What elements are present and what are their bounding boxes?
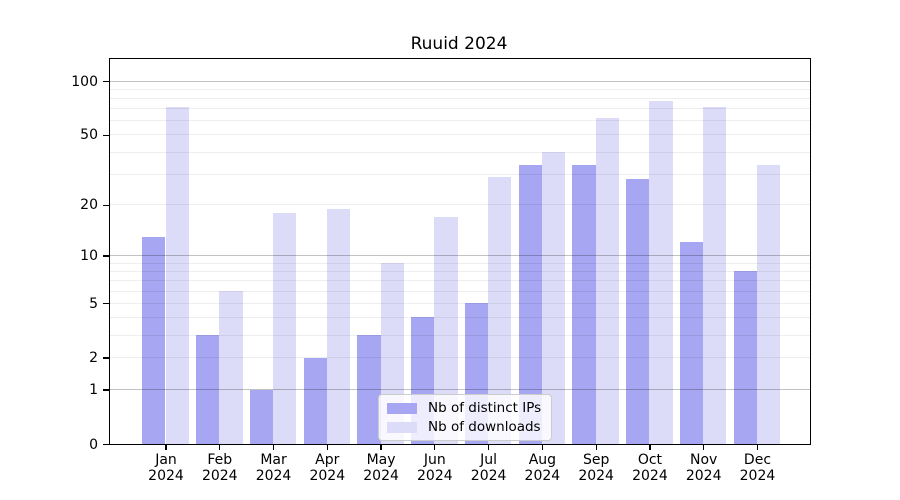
bar-may-distinct-ips [357,335,381,444]
bar-jan-downloads [165,106,189,444]
y-axis-tick-label-20: 20 [80,197,98,214]
x-axis-tick-mark-jul [487,445,490,450]
legend-swatch-distinct-ips-icon [387,402,417,414]
x-axis-tick-mark-sep [595,445,597,450]
bar-feb-distinct-ips [195,335,220,444]
x-axis-tick-mark-jun [434,445,436,450]
bar-sep-downloads [595,118,619,444]
legend-label-distinct-ips: Nb of distinct IPs [428,400,542,416]
bar-mar-distinct-ips [249,389,274,444]
x-axis-tick-mark-dec [756,445,759,450]
x-axis-tick-mark-oct [649,445,651,450]
gridline-80 [110,98,810,100]
bar-sep-distinct-ips [572,164,596,444]
bar-mar-downloads [273,212,297,444]
y-axis-tick-mark-50 [103,134,109,137]
bar-jun-downloads [434,216,458,444]
x-axis-tick-label-dec: Dec 2024 [739,451,776,485]
bar-oct-downloads [649,100,673,444]
x-axis-tick-label-nov: Nov 2024 [685,451,722,485]
x-axis-tick-mark-jan [165,445,167,450]
y-axis-tick-label-50: 50 [80,127,98,144]
bar-aug-downloads [541,152,566,444]
y-axis-tick-mark-0 [103,443,109,446]
x-axis-tick-label-sep: Sep 2024 [578,451,614,485]
x-axis-tick-label-jun: Jun 2024 [417,451,453,485]
x-axis-tick-label-oct: Oct 2024 [632,451,668,485]
bar-oct-distinct-ips [626,179,650,444]
bar-feb-downloads [219,291,243,444]
x-axis-tick-label-jul: Jul 2024 [470,451,507,485]
y-axis-tick-mark-5 [103,303,109,305]
x-axis-tick-mark-feb [219,445,221,450]
gridline-90 [110,88,810,90]
y-axis-tick-label-1: 1 [89,382,98,398]
x-axis-tick-mark-apr [326,445,328,450]
x-axis-tick-mark-aug [541,445,544,450]
x-axis-tick-label-jan: Jan 2024 [148,451,184,485]
y-axis-tick-label-100: 100 [71,73,98,90]
bar-nov-downloads [703,106,727,444]
x-axis-tick-mark-nov [703,445,705,450]
chart-title: Ruuid 2024 [410,34,508,54]
legend: Nb of distinct IPs Nb of downloads [378,394,553,441]
y-axis-tick-label-2: 2 [89,350,98,367]
x-axis-tick-label-feb: Feb 2024 [201,451,238,485]
y-axis-tick-label-0: 0 [89,436,98,453]
bar-apr-distinct-ips [303,357,327,444]
legend-item-downloads: Nb of downloads [387,419,541,435]
y-axis-tick-mark-2 [103,357,109,359]
x-axis-tick-label-may: May 2024 [363,451,399,485]
gridline-100 [110,80,810,82]
bar-nov-distinct-ips [679,242,704,444]
legend-item-distinct-ips: Nb of distinct IPs [387,400,541,416]
bar-dec-distinct-ips [733,271,757,444]
y-axis-tick-mark-10 [103,255,109,257]
bar-jan-distinct-ips [142,236,166,444]
bar-dec-downloads [756,164,781,444]
legend-swatch-downloads-icon [387,421,417,433]
y-axis-tick-mark-100 [103,81,109,83]
y-axis-tick-mark-20 [103,204,109,206]
x-axis-tick-mark-mar [272,445,275,450]
y-axis-tick-mark-1 [103,389,109,391]
bar-apr-downloads [326,208,351,444]
x-axis-tick-label-apr: Apr 2024 [309,451,346,485]
y-axis-tick-label-5: 5 [89,295,98,312]
x-axis-tick-mark-may [380,445,382,450]
plot-area: Nb of distinct IPs Nb of downloads [109,58,811,445]
bar-jul-downloads [488,176,512,444]
y-axis-tick-label-10: 10 [80,248,98,264]
bar-aug-distinct-ips [518,164,542,444]
x-axis-tick-label-mar: Mar 2024 [255,451,292,485]
x-axis-tick-label-aug: Aug 2024 [524,451,561,485]
legend-label-downloads: Nb of downloads [428,419,541,435]
